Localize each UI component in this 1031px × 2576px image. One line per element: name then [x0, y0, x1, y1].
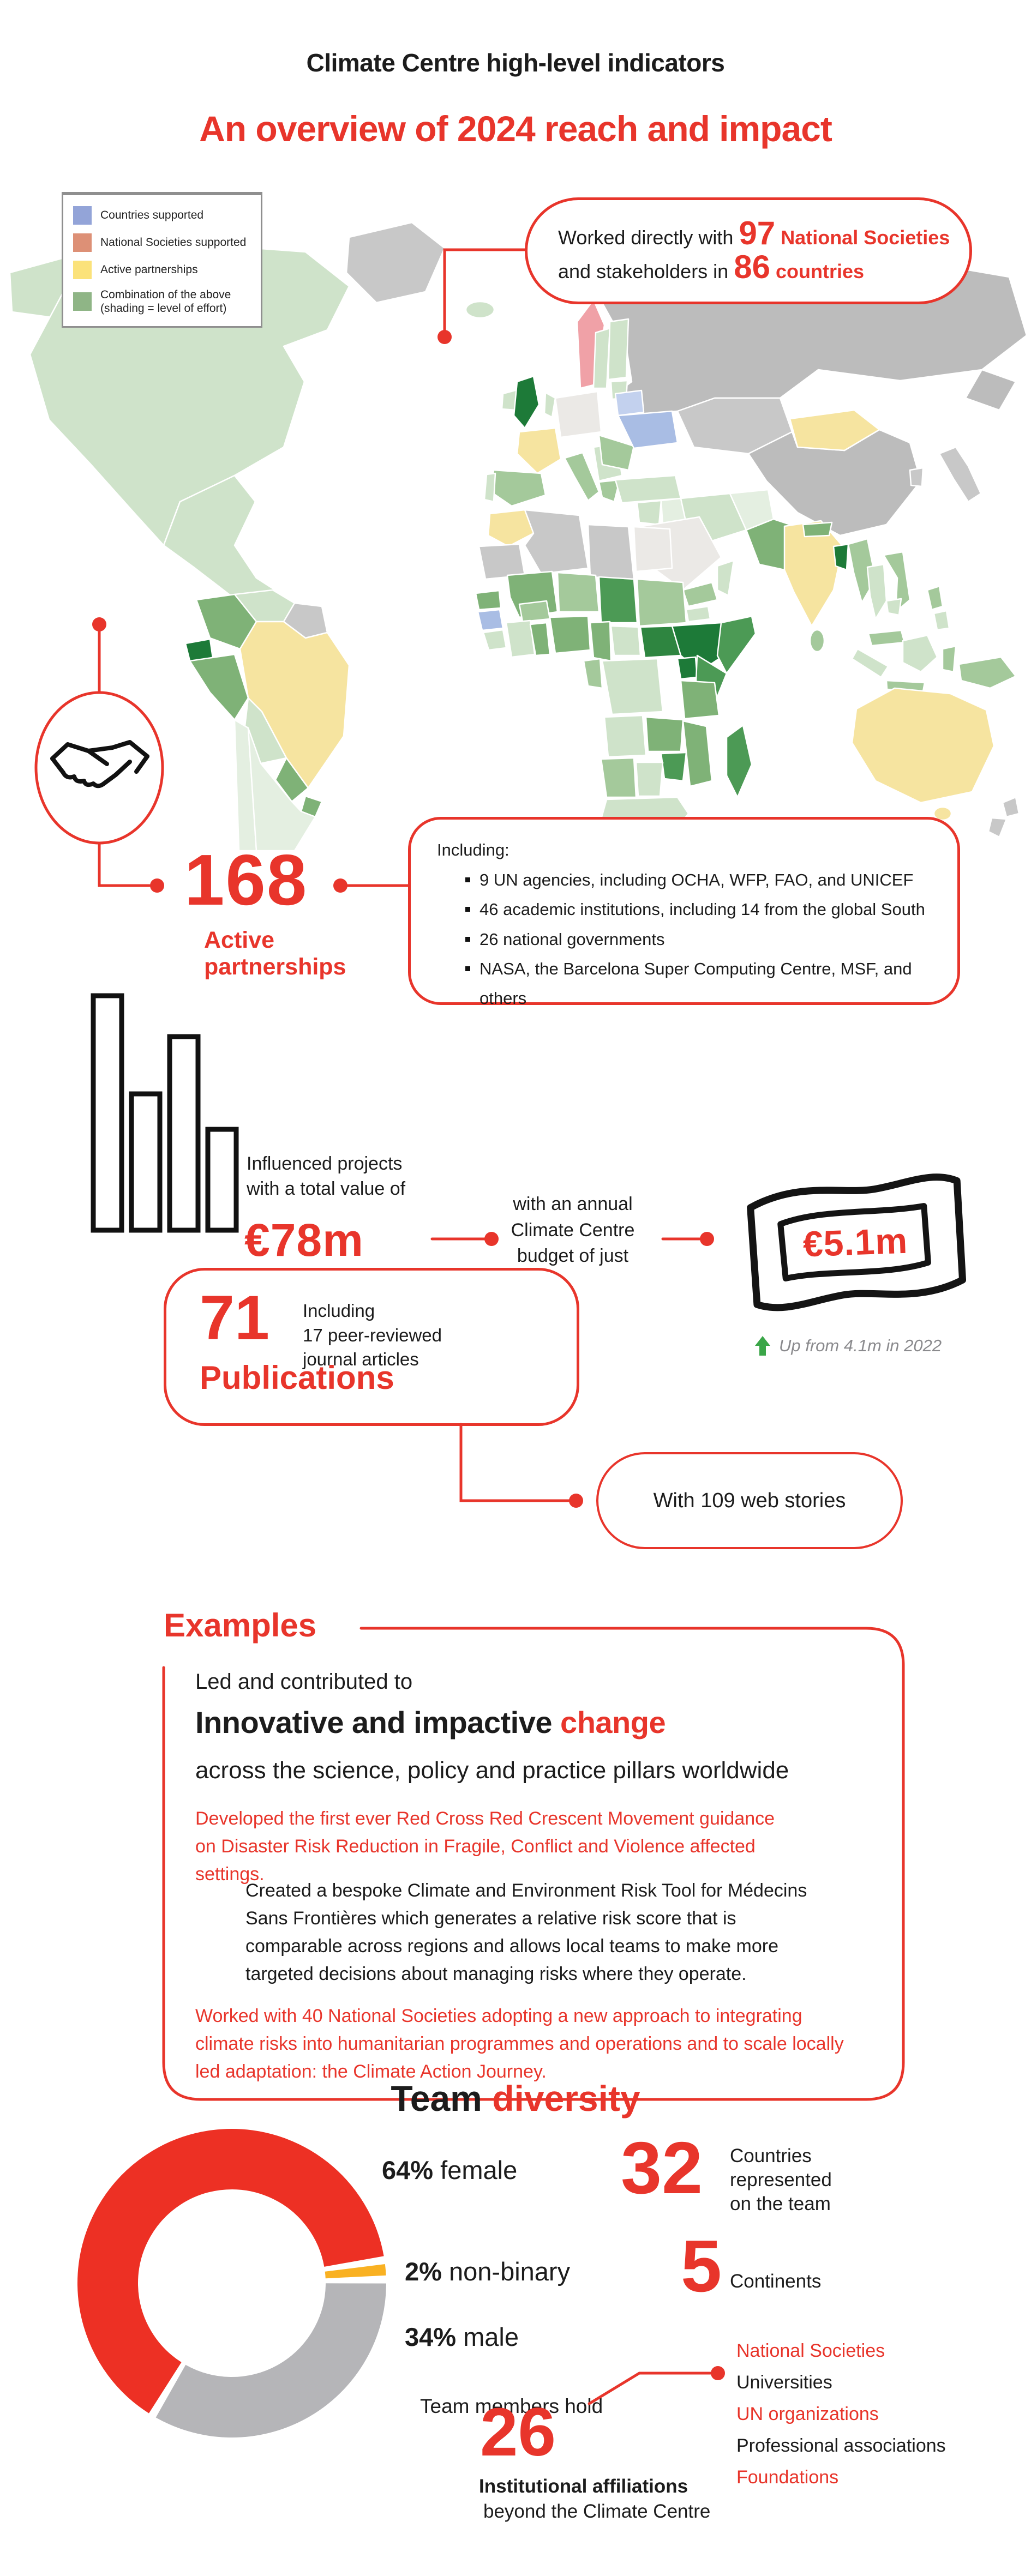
- example-paragraph-1: Developed the first ever Red Cross Red C…: [195, 1808, 775, 1885]
- legend-item: Active partnerships: [73, 261, 251, 279]
- team-members-hold-text: Team members hold: [420, 2395, 603, 2417]
- examples-title: Examples: [164, 1607, 317, 1644]
- stat-female: 64% female: [382, 2155, 517, 2185]
- affiliations-count: 26: [480, 2394, 556, 2470]
- continents-label: Continents: [730, 2271, 822, 2292]
- legend-item: Combination of the above (shading = leve…: [73, 288, 251, 315]
- up-arrow-icon: [755, 1336, 770, 1356]
- partnerships-detail-box: Including: 9 UN agencies, including OCHA…: [408, 817, 960, 1008]
- affiliation-type-list: National Societies Universities UN organ…: [736, 2335, 946, 2493]
- bullet-text: 46 academic institutions, including 14 f…: [479, 900, 925, 919]
- national-societies-count: 97: [739, 215, 776, 251]
- bullet-text: NASA, the Barcelona Super Computing Cent…: [479, 959, 912, 1008]
- countries-on-team-count: 32: [621, 2127, 703, 2209]
- donut-chart: [77, 2129, 386, 2437]
- examples-subline: across the science, policy and practice …: [195, 1757, 789, 1784]
- budget-amount: €5.1m: [802, 1220, 909, 1265]
- examples-headline: Innovative and impactive change: [195, 1705, 666, 1740]
- publications-count: 71: [200, 1283, 269, 1353]
- banknote-icon: [747, 1173, 967, 1311]
- bullet-item: 26 national governments: [465, 925, 931, 954]
- example-paragraph-3: Worked with 40 National Societies adopti…: [195, 2006, 844, 2082]
- list-item: National Societies: [736, 2340, 885, 2361]
- publications-box: [164, 1268, 579, 1426]
- partnerships-count: 168: [184, 840, 308, 920]
- affiliations-bold-label: Institutional affiliations: [479, 2476, 688, 2497]
- legend-item: Countries supported: [73, 206, 251, 225]
- partnerships-bullet-list: 9 UN agencies, including OCHA, WFP, FAO,…: [437, 865, 931, 1013]
- publications-including: Including 17 peer-reviewed journal artic…: [303, 1301, 442, 1370]
- list-item: Universities: [736, 2372, 832, 2393]
- budget-text: with an annual Climate Centre budget of …: [511, 1194, 635, 1267]
- examples-intro: Led and contributed to: [195, 1670, 413, 1694]
- publications-label: Publications: [200, 1359, 394, 1396]
- affiliations-rest-label: beyond the Climate Centre: [483, 2501, 711, 2522]
- map-legend: Countries supported National Societies s…: [62, 192, 262, 328]
- countries-supported-swatch-icon: [73, 206, 92, 225]
- stat-male: 34% male: [405, 2322, 519, 2352]
- influenced-projects-text: Influenced projects with a total value o…: [247, 1153, 406, 1199]
- stat-pct: 34%: [405, 2322, 457, 2351]
- legend-item-label: National Societies supported: [100, 236, 247, 249]
- team-title-black: Team: [391, 2078, 482, 2118]
- web-stories-text: With 109 web stories: [653, 1489, 846, 1512]
- stat-pct: 2%: [405, 2257, 442, 2286]
- world-map: [9, 221, 1028, 851]
- bar-chart-icon: [91, 993, 239, 1233]
- list-item: Foundations: [736, 2467, 839, 2488]
- combination-swatch-icon: [73, 292, 92, 311]
- stat-label: female: [440, 2156, 518, 2184]
- callout-text: and stakeholders in: [558, 260, 729, 282]
- stat-non-binary: 2% non-binary: [405, 2256, 570, 2286]
- bullet-item: NASA, the Barcelona Super Computing Cent…: [465, 954, 931, 1014]
- note-text: Up from 4.1m in 2022: [779, 1336, 942, 1355]
- stat-label: male: [463, 2322, 519, 2351]
- bullet-item: 9 UN agencies, including OCHA, WFP, FAO,…: [465, 865, 931, 895]
- bullet-text: 26 national governments: [479, 929, 665, 949]
- including-label: Including:: [437, 840, 509, 859]
- national-societies-swatch-icon: [73, 233, 92, 252]
- legend-item: National Societies supported: [73, 233, 251, 252]
- handshake-icon: [34, 691, 164, 845]
- countries-count: 86: [734, 249, 770, 285]
- web-stories-pill: With 109 web stories: [596, 1452, 903, 1549]
- legend-item-label: Active partnerships: [100, 263, 198, 276]
- countries-on-team-label: Countries represented on the team: [730, 2145, 832, 2214]
- budget-increase-note: Up from 4.1m in 2022: [753, 1335, 942, 1357]
- reach-callout: Worked directly with 97 National Societi…: [525, 197, 972, 304]
- callout-text: Worked directly with: [558, 226, 734, 249]
- stat-label: non-binary: [449, 2257, 571, 2286]
- continents-count: 5: [681, 2225, 722, 2307]
- headline-black: Innovative and impactive: [195, 1705, 552, 1740]
- page-title: Climate Centre high-level indicators: [306, 49, 725, 77]
- callout-line-2: and stakeholders in 86 countries: [558, 249, 969, 285]
- legend-item-label: Combination of the above (shading = leve…: [100, 288, 231, 315]
- examples-box-border: [162, 1627, 905, 2101]
- legend-item-label: Countries supported: [100, 209, 204, 222]
- team-diversity-title: Team diversity: [0, 2078, 1031, 2119]
- bullet-text: 9 UN agencies, including OCHA, WFP, FAO,…: [479, 870, 914, 889]
- list-item: UN organizations: [736, 2404, 879, 2424]
- callout-highlight: countries: [775, 260, 865, 282]
- active-partnerships-swatch-icon: [73, 261, 92, 279]
- bullet-item: 46 academic institutions, including 14 f…: [465, 895, 931, 924]
- page-subtitle: An overview of 2024 reach and impact: [199, 109, 832, 149]
- list-item: Professional associations: [736, 2435, 946, 2456]
- example-paragraph-2: Created a bespoke Climate and Environmen…: [245, 1880, 807, 1984]
- partnerships-label: Active partnerships: [204, 927, 346, 980]
- influenced-value: €78m: [244, 1214, 364, 1266]
- callout-highlight: National Societies: [781, 226, 950, 249]
- headline-accent: change: [560, 1705, 666, 1740]
- team-title-accent: diversity: [492, 2078, 640, 2118]
- callout-line-1: Worked directly with 97 National Societi…: [558, 215, 969, 251]
- stat-pct: 64%: [382, 2156, 434, 2184]
